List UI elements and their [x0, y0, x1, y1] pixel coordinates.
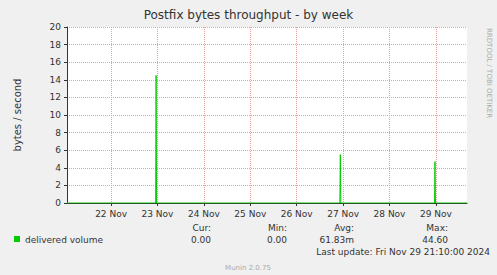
svg-text:Postfix bytes throughput - by: Postfix bytes throughput - by week: [144, 8, 354, 22]
svg-text:bytes / second: bytes / second: [12, 79, 23, 152]
svg-text:Last update: Fri Nov 29 21:10:: Last update: Fri Nov 29 21:10:00 2024: [316, 247, 490, 257]
svg-text:10: 10: [50, 110, 62, 120]
svg-text:16: 16: [50, 57, 62, 67]
svg-text:25 Nov: 25 Nov: [234, 209, 267, 219]
svg-text:Avg:: Avg:: [334, 223, 354, 233]
svg-text:8: 8: [55, 128, 61, 138]
svg-text:Cur:: Cur:: [192, 223, 211, 233]
svg-text:0: 0: [55, 198, 61, 208]
svg-text:Munin 2.0.75: Munin 2.0.75: [225, 264, 271, 272]
svg-text:14: 14: [50, 75, 62, 85]
svg-text:20: 20: [50, 22, 62, 32]
svg-text:44.60: 44.60: [422, 235, 448, 245]
svg-text:12: 12: [50, 92, 61, 102]
svg-text:26 Nov: 26 Nov: [281, 209, 314, 219]
svg-text:23 Nov: 23 Nov: [142, 209, 175, 219]
svg-text:27 Nov: 27 Nov: [327, 209, 360, 219]
svg-text:18: 18: [50, 40, 62, 50]
svg-text:61.83m: 61.83m: [319, 235, 354, 245]
svg-text:Max:: Max:: [426, 223, 448, 233]
svg-text:22 Nov: 22 Nov: [95, 209, 128, 219]
svg-text:2: 2: [55, 180, 61, 190]
svg-text:0.00: 0.00: [191, 235, 211, 245]
svg-text:RRDTOOL / TOBI OETIKER: RRDTOOL / TOBI OETIKER: [485, 28, 493, 118]
svg-text:28 Nov: 28 Nov: [374, 209, 407, 219]
svg-text:Min:: Min:: [268, 223, 287, 233]
svg-text:4: 4: [55, 163, 61, 173]
svg-text:29 Nov: 29 Nov: [420, 209, 453, 219]
svg-text:6: 6: [55, 145, 61, 155]
svg-text:delivered volume: delivered volume: [25, 235, 104, 245]
svg-text:24 Nov: 24 Nov: [188, 209, 221, 219]
svg-text:0.00: 0.00: [267, 235, 287, 245]
